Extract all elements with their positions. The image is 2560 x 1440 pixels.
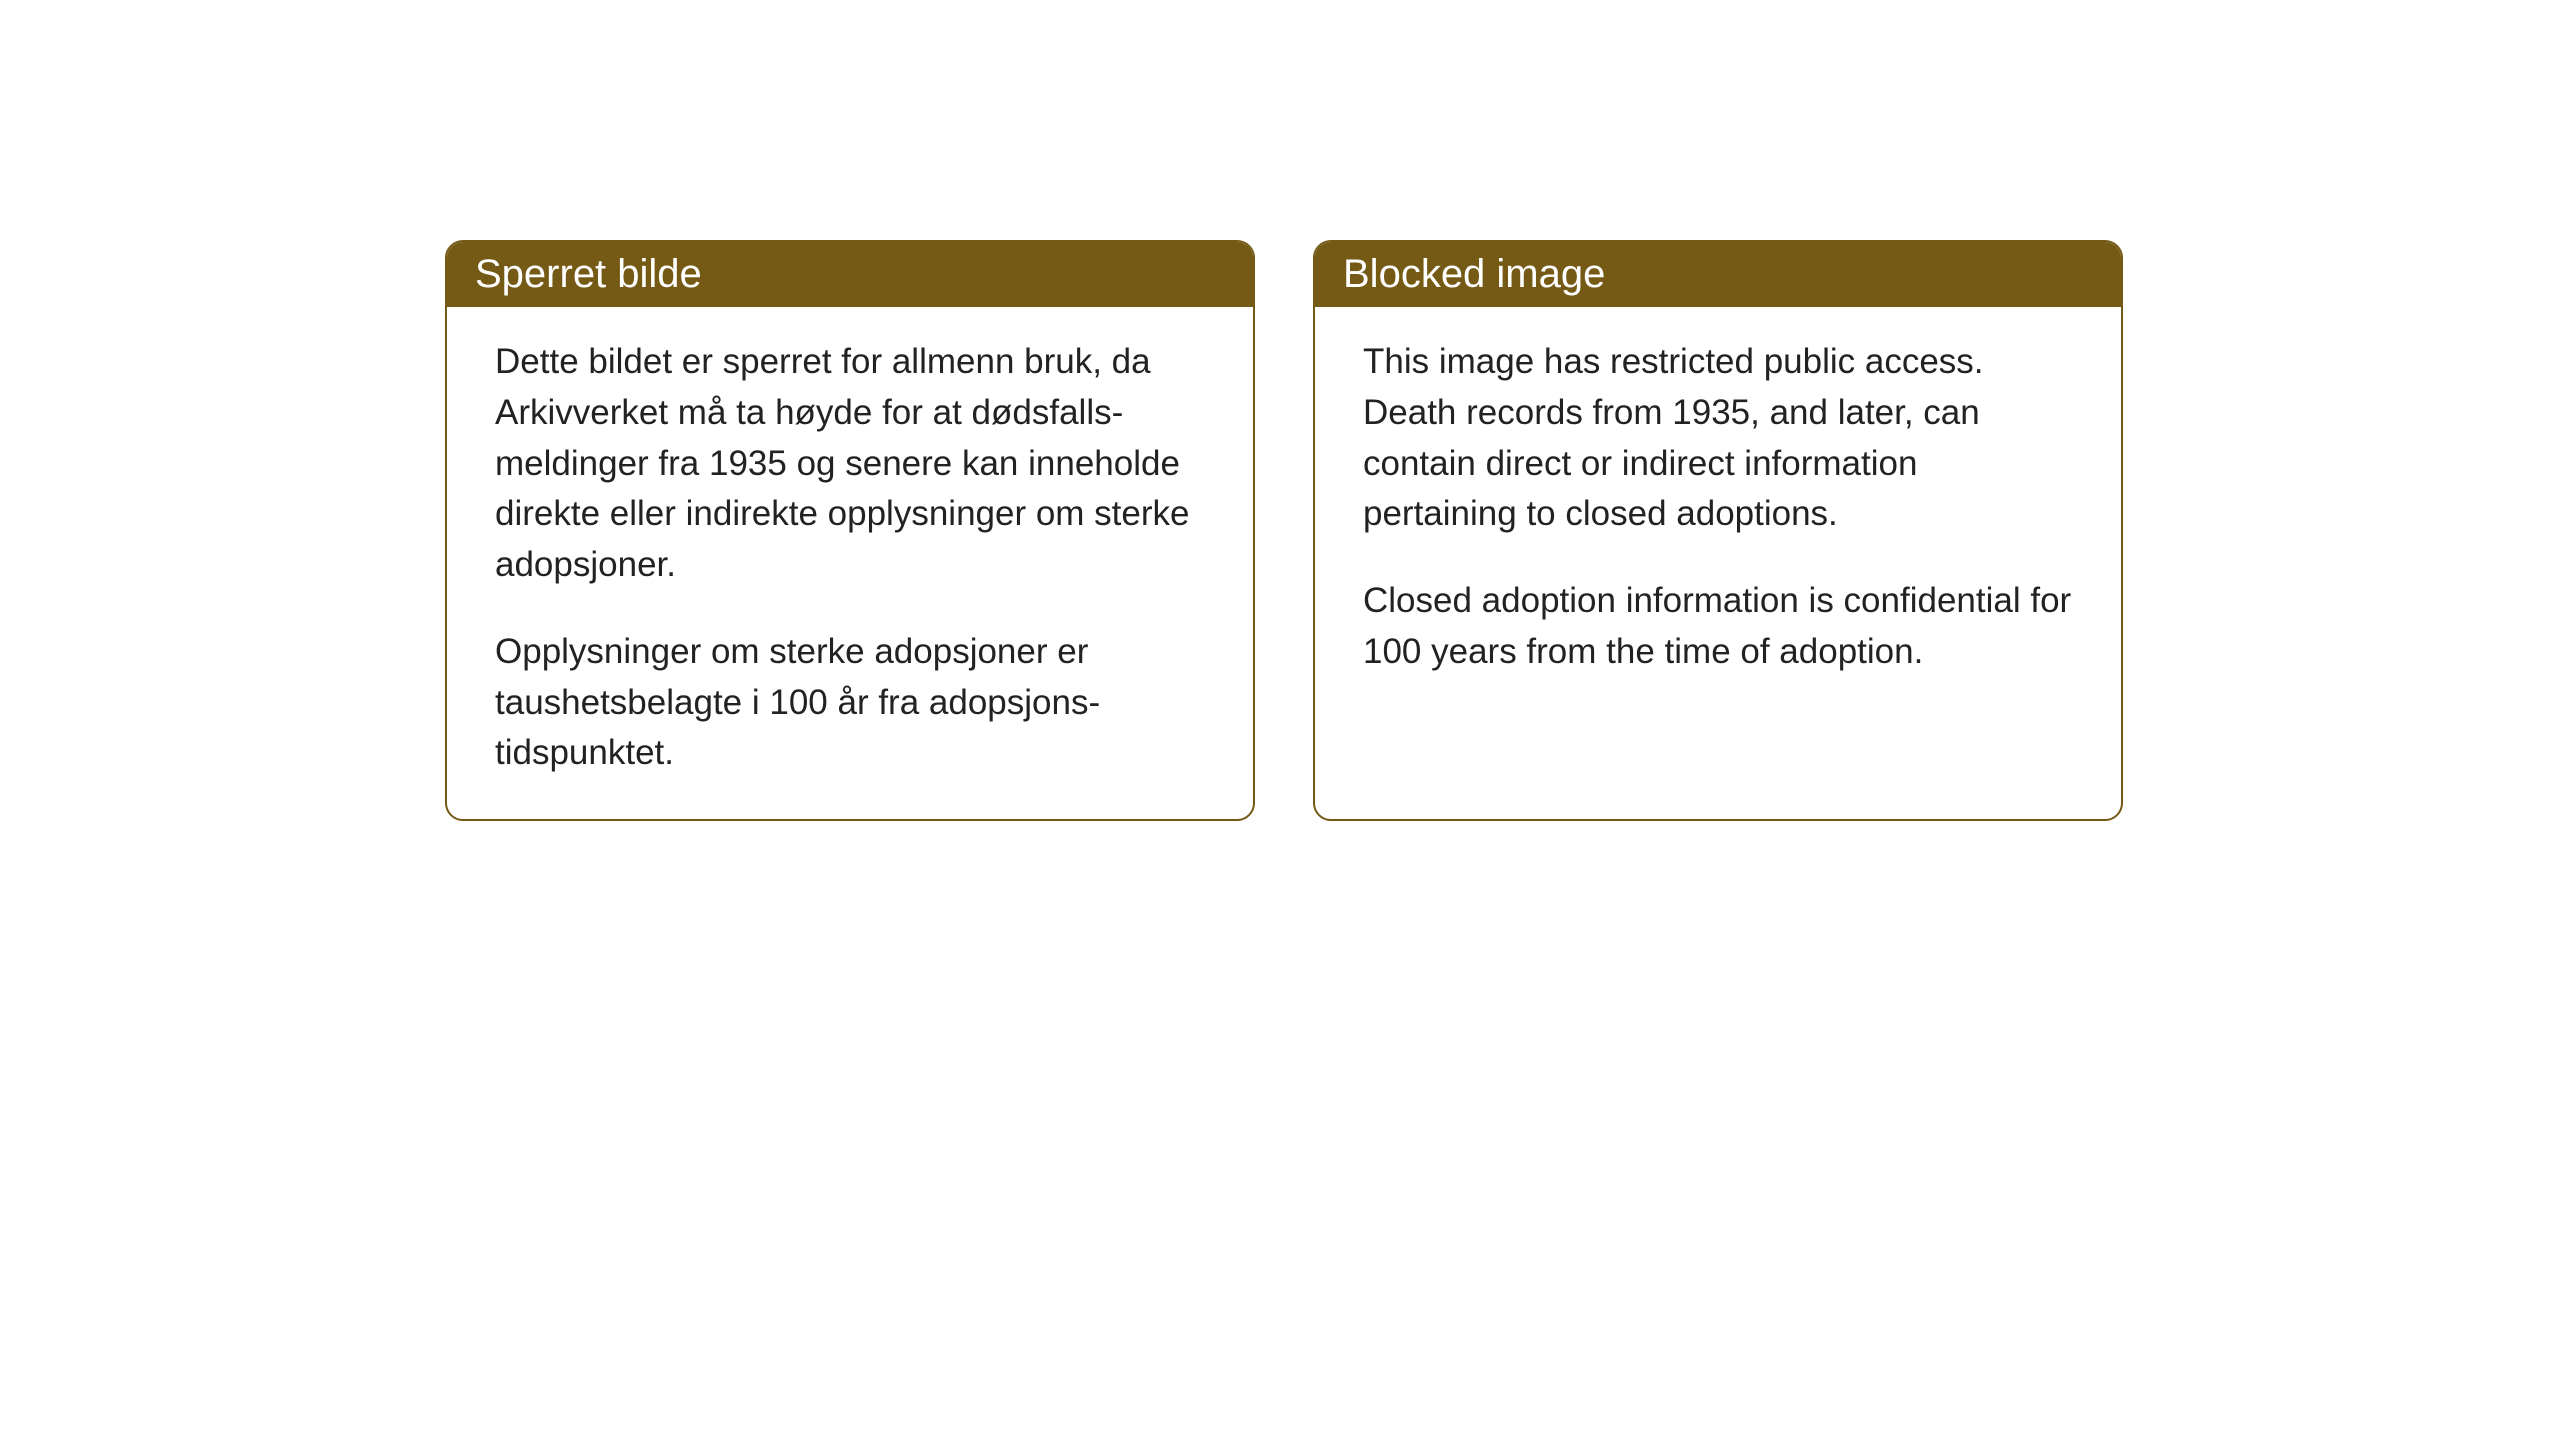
card-english-paragraph-1: This image has restricted public access.… xyxy=(1363,337,2073,540)
cards-container: Sperret bilde Dette bildet er sperret fo… xyxy=(445,240,2123,821)
card-english-paragraph-2: Closed adoption information is confident… xyxy=(1363,576,2073,678)
card-norwegian-paragraph-1: Dette bildet er sperret for allmenn bruk… xyxy=(495,337,1205,591)
card-english-title: Blocked image xyxy=(1343,252,1605,296)
card-english: Blocked image This image has restricted … xyxy=(1313,240,2123,821)
card-norwegian-body: Dette bildet er sperret for allmenn bruk… xyxy=(447,307,1253,819)
card-norwegian-header: Sperret bilde xyxy=(447,242,1253,307)
card-english-body: This image has restricted public access.… xyxy=(1315,307,2121,718)
card-english-header: Blocked image xyxy=(1315,242,2121,307)
card-norwegian-title: Sperret bilde xyxy=(475,252,702,296)
card-norwegian: Sperret bilde Dette bildet er sperret fo… xyxy=(445,240,1255,821)
card-norwegian-paragraph-2: Opplysninger om sterke adopsjoner er tau… xyxy=(495,627,1205,779)
